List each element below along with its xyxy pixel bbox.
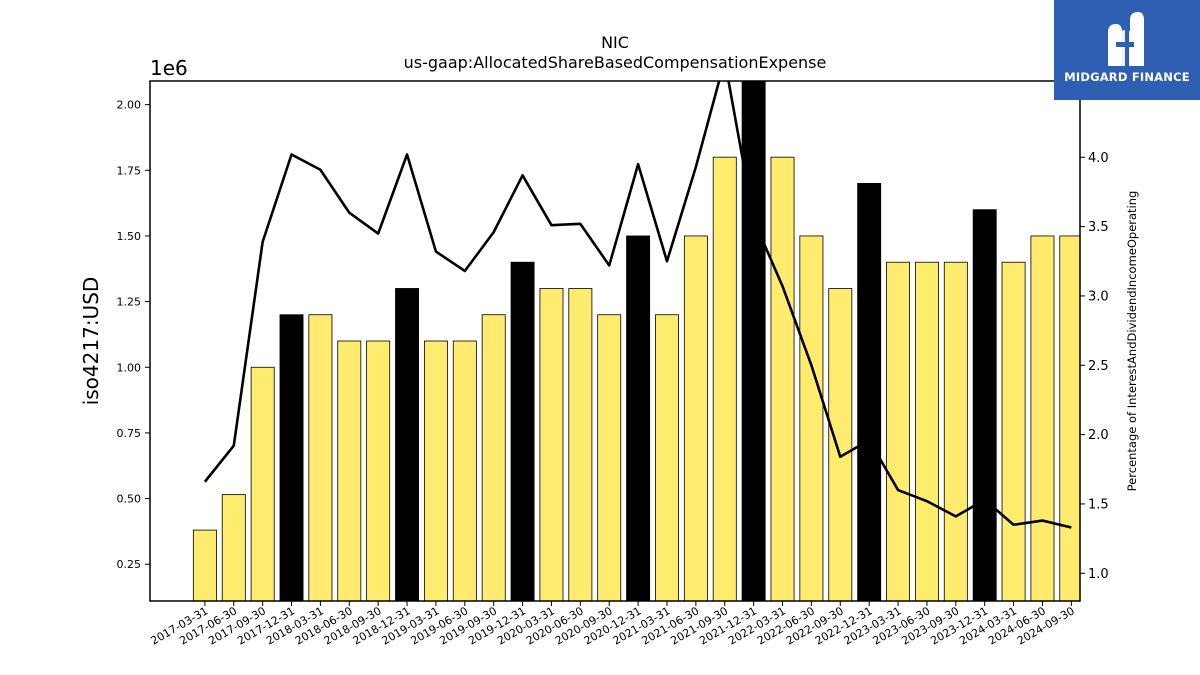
- bar-2019-06-30: [452, 340, 477, 601]
- bar-2020-06-30: [568, 288, 593, 601]
- y2-tick-label: 2.5: [1088, 359, 1109, 374]
- y2-axis-label: Percentage of InterestAndDividendIncomeO…: [1125, 191, 1139, 492]
- midgard-finance-logo: MIDGARD FINANCE: [1054, 0, 1200, 100]
- chart-title: NIC: [601, 33, 629, 52]
- y-tick-label: 0.75: [117, 427, 142, 440]
- chart-subtitle: us-gaap:AllocatedShareBasedCompensationE…: [404, 53, 827, 72]
- bar-2017-12-31: [279, 314, 304, 601]
- bar-2021-06-30: [683, 235, 708, 601]
- bar-2022-06-30: [799, 235, 824, 601]
- bar-2018-03-31: [308, 314, 333, 601]
- y-tick-label: 1.25: [117, 296, 142, 309]
- bar-2020-12-31: [626, 235, 651, 601]
- bar-2018-12-31: [395, 288, 420, 601]
- bar-2021-12-31: [741, 81, 766, 601]
- bar-2021-09-30: [712, 156, 737, 601]
- bar-2020-03-31: [539, 288, 564, 601]
- y2-tick-label: 2.0: [1088, 428, 1109, 443]
- bar-2022-09-30: [828, 288, 853, 601]
- y-tick-label: 1.75: [117, 164, 142, 177]
- bar-2017-06-30: [221, 494, 246, 601]
- bar-2017-09-30: [250, 366, 275, 601]
- bar-2023-12-31: [972, 209, 997, 601]
- bar-2023-06-30: [914, 261, 939, 601]
- bar-2018-06-30: [337, 340, 362, 601]
- y-tick-label: 2.00: [117, 99, 142, 112]
- y2-tick-label: 3.0: [1088, 289, 1109, 304]
- y-tick-label: 1.50: [117, 230, 142, 243]
- plot-frame: [149, 80, 1081, 602]
- percentage-line: [203, 81, 1072, 529]
- y-axis-label: iso4217:USD: [79, 277, 103, 406]
- y2-tick-label: 3.5: [1088, 220, 1109, 235]
- bar-2017-03-31: [192, 529, 217, 601]
- y-tick-label: 1.00: [117, 361, 142, 374]
- line-layer: [203, 81, 1072, 529]
- logo-mark-icon: [1108, 12, 1144, 66]
- bar-2023-03-31: [886, 261, 910, 601]
- bar-2024-06-30: [1030, 235, 1055, 601]
- bar-2021-03-31: [655, 314, 679, 601]
- bar-2022-03-31: [770, 156, 795, 601]
- bars-layer: [192, 81, 1080, 601]
- logo-text: MIDGARD FINANCE: [1064, 70, 1190, 84]
- bar-2024-03-31: [1001, 261, 1026, 601]
- bar-2022-12-31: [857, 183, 882, 601]
- bar-2019-03-31: [423, 340, 448, 601]
- bar-2023-09-30: [943, 261, 968, 601]
- y2-tick-label: 4.0: [1088, 151, 1109, 166]
- bar-2018-09-30: [366, 340, 391, 601]
- y-offset-label: 1e6: [150, 56, 188, 80]
- y-tick-label: 0.50: [117, 493, 142, 506]
- y-tick-label: 0.25: [117, 558, 142, 571]
- y2-tick-label: 1.5: [1088, 497, 1109, 512]
- bar-2019-12-31: [510, 261, 535, 601]
- y2-tick-label: 1.0: [1088, 567, 1109, 582]
- bar-2020-09-30: [597, 314, 622, 601]
- bar-2019-09-30: [481, 314, 506, 601]
